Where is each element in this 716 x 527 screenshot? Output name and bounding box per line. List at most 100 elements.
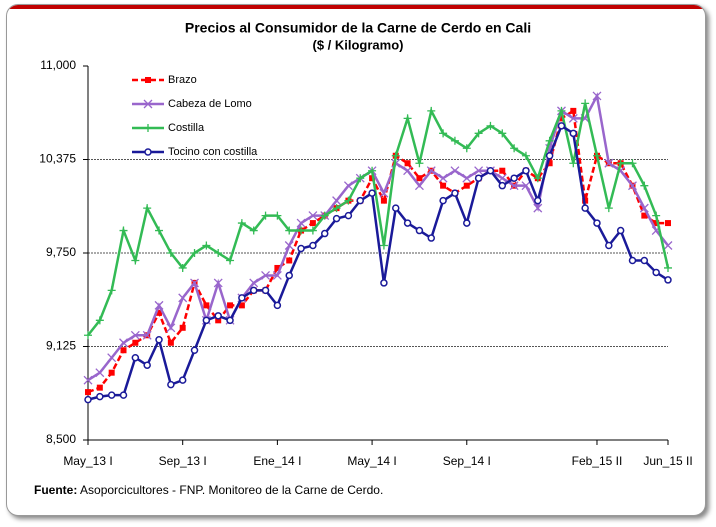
point-shape	[533, 203, 543, 213]
point-shape	[203, 302, 210, 309]
point	[533, 174, 542, 183]
point	[440, 182, 447, 189]
point-shape	[120, 347, 127, 354]
point	[392, 204, 400, 212]
point-shape	[392, 204, 400, 212]
point-shape	[190, 249, 199, 257]
point	[557, 122, 566, 130]
point	[154, 300, 164, 310]
point	[249, 278, 259, 288]
point-shape	[664, 276, 672, 284]
y-tick-label: 9,125	[46, 339, 76, 353]
legend-marker	[145, 77, 151, 83]
point	[178, 376, 187, 384]
point	[285, 226, 294, 235]
point	[119, 226, 128, 235]
point	[96, 384, 103, 391]
point	[308, 226, 317, 235]
point-shape	[344, 211, 353, 220]
point	[653, 220, 660, 227]
point	[155, 336, 163, 344]
point-shape	[462, 144, 471, 153]
point	[546, 160, 553, 167]
point-shape	[486, 121, 495, 130]
point-shape	[249, 226, 258, 235]
point-shape	[131, 353, 140, 362]
point-shape	[379, 188, 389, 198]
point-shape	[581, 99, 590, 108]
point-shape	[156, 309, 163, 316]
point-shape	[652, 211, 661, 220]
point	[592, 151, 601, 160]
source-label: Fuente:	[34, 483, 77, 497]
point-shape	[439, 196, 447, 205]
point	[403, 219, 412, 227]
point-shape	[663, 241, 673, 250]
point-shape	[261, 211, 270, 220]
point-shape	[569, 159, 578, 168]
point-shape	[380, 197, 387, 204]
point	[581, 99, 590, 108]
point	[119, 338, 128, 348]
point	[85, 389, 91, 396]
point-shape	[119, 338, 128, 348]
point-shape	[249, 286, 258, 295]
point	[474, 166, 484, 176]
point-shape	[380, 279, 388, 287]
point	[368, 189, 376, 197]
chart-title: Precios al Consumidor de la Carne de Cer…	[185, 20, 531, 36]
point	[368, 166, 377, 175]
point-shape	[521, 181, 531, 191]
point-shape	[166, 323, 176, 333]
point	[474, 174, 483, 182]
point	[628, 256, 637, 265]
point-shape	[639, 203, 649, 213]
point-shape	[427, 106, 436, 115]
point-shape	[510, 144, 519, 153]
point	[486, 166, 495, 175]
point	[379, 241, 388, 250]
point	[592, 91, 602, 101]
point-shape	[261, 286, 270, 295]
point	[238, 302, 245, 309]
point-shape	[368, 166, 377, 175]
point-shape	[343, 181, 353, 191]
point-shape	[226, 316, 234, 325]
point-shape	[570, 107, 577, 114]
point	[510, 144, 519, 153]
point	[462, 173, 472, 183]
point	[521, 181, 531, 191]
point	[238, 294, 246, 302]
point	[297, 244, 305, 253]
point	[190, 278, 199, 288]
point-shape	[309, 241, 317, 250]
point-shape	[474, 166, 484, 176]
point	[427, 106, 436, 115]
point	[95, 316, 104, 325]
legend-label: Costilla	[168, 122, 205, 134]
point	[166, 323, 176, 333]
point	[426, 166, 436, 176]
point-shape	[308, 226, 317, 235]
point	[143, 204, 152, 213]
point-shape	[238, 294, 246, 302]
point	[156, 309, 163, 316]
point-shape	[320, 229, 329, 238]
point	[214, 249, 223, 257]
point-shape	[438, 173, 448, 183]
point-shape	[226, 256, 235, 265]
point	[663, 241, 673, 250]
point	[131, 353, 140, 362]
point-shape	[308, 211, 318, 221]
frame	[6, 4, 706, 516]
point	[403, 166, 413, 176]
point	[438, 173, 448, 183]
legend-marker-shape	[143, 99, 153, 109]
point-shape	[284, 241, 294, 250]
point-shape	[426, 166, 436, 176]
point	[309, 220, 316, 227]
point-shape	[190, 346, 199, 354]
point-shape	[83, 375, 93, 385]
point	[237, 219, 246, 228]
legend-label: Tocino con costilla	[168, 146, 258, 158]
